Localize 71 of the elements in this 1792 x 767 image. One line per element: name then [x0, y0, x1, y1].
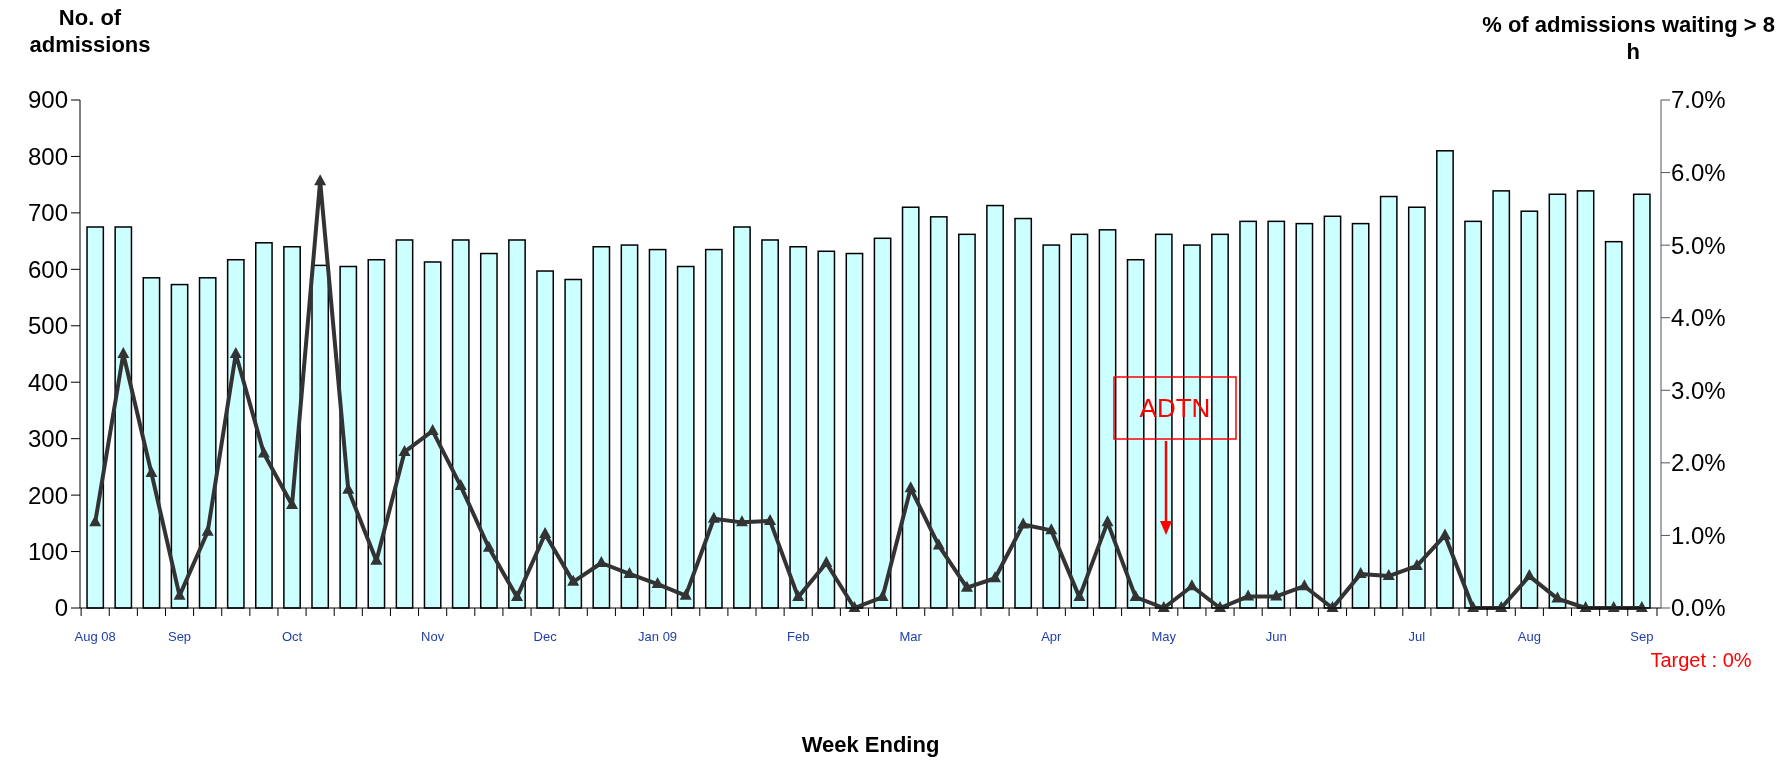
- y-tick-label: 300: [27, 425, 68, 453]
- x-tick-label: Feb: [787, 629, 810, 644]
- point: [1045, 523, 1058, 535]
- x-tick-label: Jul: [1408, 629, 1426, 644]
- point: [145, 466, 158, 478]
- x-tick-label: Nov: [421, 629, 445, 644]
- point: [1382, 569, 1395, 581]
- x-tick-label: Aug 08: [74, 629, 116, 644]
- point: [1523, 569, 1536, 581]
- point: [1101, 515, 1114, 527]
- x-tick-label: Oct: [281, 629, 303, 644]
- point: [117, 347, 130, 358]
- point: [679, 588, 692, 600]
- point: [1242, 589, 1255, 601]
- y-tick-label: 900: [27, 86, 68, 114]
- point: [229, 347, 242, 358]
- point: [707, 511, 720, 523]
- x-tick-label: Sep: [167, 629, 192, 644]
- point: [1354, 566, 1367, 578]
- point: [1438, 528, 1451, 540]
- y-tick-label: 800: [27, 142, 68, 170]
- point: [1551, 591, 1564, 603]
- y-tick-label: 600: [27, 255, 68, 283]
- point: [820, 556, 833, 568]
- point: [932, 538, 945, 550]
- x-tick-label: Apr: [1041, 629, 1063, 644]
- point: [314, 174, 327, 186]
- y-tick-label: 200: [27, 481, 68, 509]
- point: [989, 571, 1002, 583]
- y2-tick-label: 0.0%: [1671, 594, 1726, 622]
- y-axis-title: No. of admissions: [29, 5, 151, 57]
- x-tick-label: Aug: [1517, 629, 1541, 644]
- point: [764, 513, 777, 525]
- x-axis-title: Week Ending: [801, 732, 940, 757]
- y-tick-label: 100: [27, 537, 68, 565]
- y2-tick-label: 3.0%: [1671, 376, 1726, 404]
- point: [454, 479, 467, 491]
- y2-tick-label: 1.0%: [1671, 521, 1726, 549]
- y-tick-label: 500: [27, 312, 68, 340]
- point: [539, 526, 552, 538]
- point: [1270, 589, 1283, 601]
- y2-tick-label: 6.0%: [1671, 158, 1726, 186]
- y-tick-label: 0: [54, 594, 68, 622]
- point: [398, 444, 411, 456]
- point: [1073, 590, 1086, 602]
- y2-tick-label: 2.0%: [1671, 449, 1726, 477]
- point: [482, 540, 495, 552]
- point: [735, 515, 748, 527]
- x-tick-label: Dec: [533, 629, 558, 644]
- point: [623, 566, 636, 578]
- point: [510, 590, 523, 602]
- point: [257, 446, 270, 458]
- y-tick-label: 400: [27, 368, 68, 396]
- point: [792, 590, 805, 602]
- x-tick-label: Sep: [1630, 629, 1654, 644]
- x-tick-label: May: [1151, 629, 1177, 644]
- x-tick-label: Mar: [899, 629, 923, 644]
- point: [89, 515, 102, 527]
- point: [1017, 517, 1030, 529]
- point: [1410, 558, 1423, 570]
- x-tick-label: Jan 09: [638, 629, 678, 644]
- x-tick-label: Jun: [1265, 629, 1287, 644]
- point: [960, 580, 973, 592]
- y2-tick-label: 5.0%: [1671, 231, 1726, 259]
- y2-tick-label: 4.0%: [1671, 304, 1726, 332]
- point: [904, 481, 917, 493]
- y-tick-label: 700: [27, 199, 68, 227]
- y2-axis-title: % of admissions waiting > 8 h: [1482, 12, 1775, 64]
- point: [567, 574, 580, 586]
- y2-tick-label: 7.0%: [1671, 86, 1726, 114]
- text: Target : 0%: [1650, 649, 1752, 671]
